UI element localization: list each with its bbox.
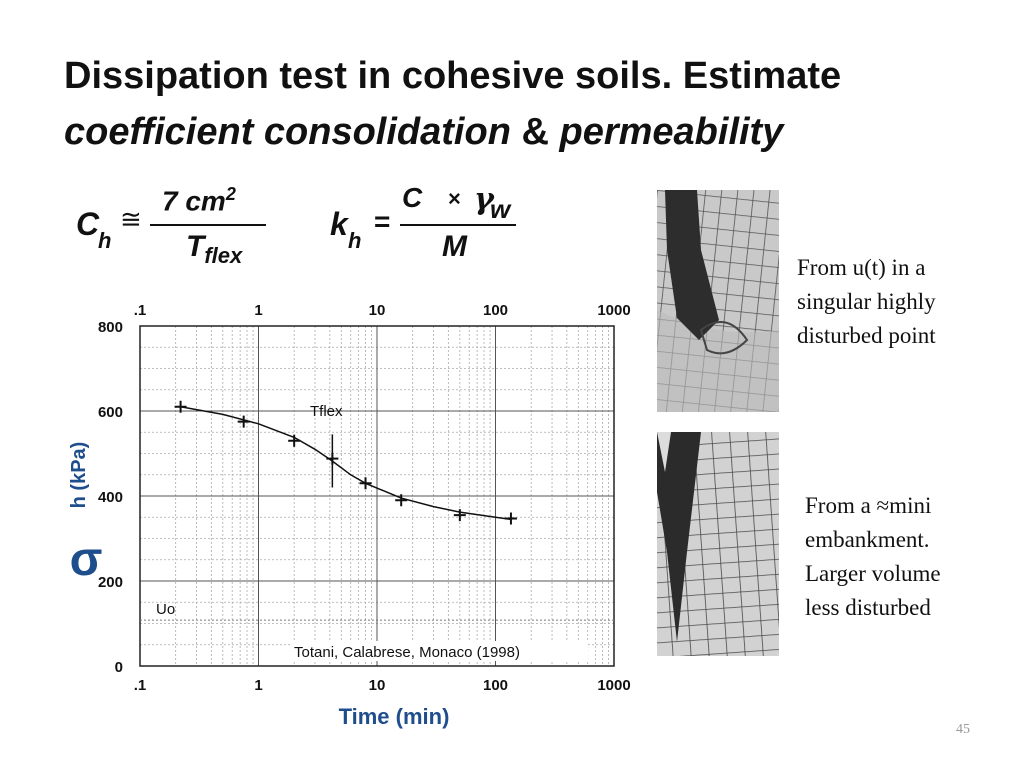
title-coefficient: coefficient consolidation	[64, 111, 511, 153]
photo-mini-embankment	[657, 432, 779, 656]
caption-bottom-line: embankment.	[805, 527, 930, 552]
kh-equals: =	[374, 206, 391, 237]
x-axis-label: Time (min)	[339, 704, 450, 729]
ch-numerator: 7 cm2	[162, 184, 236, 217]
data-point	[504, 512, 517, 525]
title-ampersand: &	[510, 111, 560, 153]
data-point	[359, 477, 372, 490]
caption-bottom-line: From a ≈mini	[805, 493, 932, 518]
kh-gamma: γ	[474, 182, 494, 217]
photo-disturbed-point	[657, 190, 779, 412]
y-tick-label: 600	[98, 404, 123, 421]
slide-title: Dissipation test in cohesive soils. Esti…	[64, 48, 1004, 160]
caption-bottom-line: Larger volume	[805, 561, 941, 586]
sigma-symbol: σ	[70, 533, 103, 586]
title-permeability: permeability	[559, 111, 784, 153]
x-tick-label-top: 10	[369, 302, 386, 319]
caption-top-line: disturbed point	[797, 323, 936, 348]
x-tick-label-bottom: 100	[483, 677, 508, 694]
page-number: 45	[956, 722, 970, 737]
tflex-label: Tflex	[310, 403, 343, 420]
fit-curve	[180, 406, 512, 521]
source-label: Totani, Calabrese, Monaco (1998)	[294, 644, 520, 661]
caption-top-line: From u(t) in a	[797, 255, 926, 280]
x-tick-label-top: .1	[134, 302, 147, 319]
caption-top: From u(t) in a singular highly disturbed…	[797, 251, 936, 353]
x-tick-label-bottom: 10	[369, 677, 386, 694]
kh-formula: k h = C × γ w M	[330, 180, 530, 270]
ch-lhs-sub: h	[98, 228, 112, 253]
title-line-1: Dissipation test in cohesive soils. Esti…	[64, 55, 842, 97]
kh-fraction-bar	[400, 224, 516, 226]
y-axis-label-text: h (kPa)	[68, 442, 90, 509]
ch-denominator: Tflex	[186, 230, 243, 268]
u0-label: Uo	[156, 601, 175, 618]
caption-bottom: From a ≈mini embankment. Larger volume l…	[805, 489, 941, 625]
data-point	[453, 509, 466, 522]
data-point	[288, 434, 301, 447]
title-line-2: coefficient consolidation & permeability	[64, 104, 1004, 160]
caption-top-line: singular highly	[797, 289, 936, 314]
ch-approx: ≅	[120, 204, 142, 234]
kh-times: ×	[448, 186, 461, 211]
kh-denominator: M	[442, 230, 467, 263]
ch-fraction-bar	[150, 224, 266, 226]
x-tick-label-bottom: 1	[254, 677, 262, 694]
caption-bottom-line: less disturbed	[805, 595, 931, 620]
plot-frame	[139, 325, 615, 667]
y-tick-label: 800	[98, 319, 123, 336]
data-point	[395, 494, 408, 507]
y-tick-label: 0	[115, 659, 123, 676]
x-tick-labels-bottom: .1 1 10 100 1000	[134, 677, 631, 694]
kh-lhs-sub: h	[348, 228, 362, 253]
x-tick-label-bottom: 1000	[597, 677, 630, 694]
data-point	[237, 415, 250, 428]
source-label-bg	[292, 641, 588, 661]
kh-numerator-c: C	[402, 182, 423, 213]
x-tick-label-top: 1000	[597, 302, 630, 319]
x-tick-label-top: 1	[254, 302, 262, 319]
data-markers	[174, 400, 517, 525]
y-tick-label: 400	[98, 489, 123, 506]
y-axis-label: σ h (kPa)	[68, 442, 102, 586]
data-point	[174, 400, 187, 413]
y-tick-label: 200	[98, 574, 123, 591]
ch-lhs: C	[76, 206, 100, 242]
kh-gamma-sub: w	[490, 194, 511, 224]
x-tick-label-bottom: .1	[134, 677, 147, 694]
kh-lhs: k	[330, 206, 348, 242]
y-tick-labels: 0 200 400 600 800	[98, 319, 123, 676]
x-tick-label-top: 100	[483, 302, 508, 319]
x-tick-labels-top: .1 1 10 100 1000	[134, 302, 631, 319]
ch-formula: C h ≅ 7 cm2 Tflex	[76, 180, 276, 270]
